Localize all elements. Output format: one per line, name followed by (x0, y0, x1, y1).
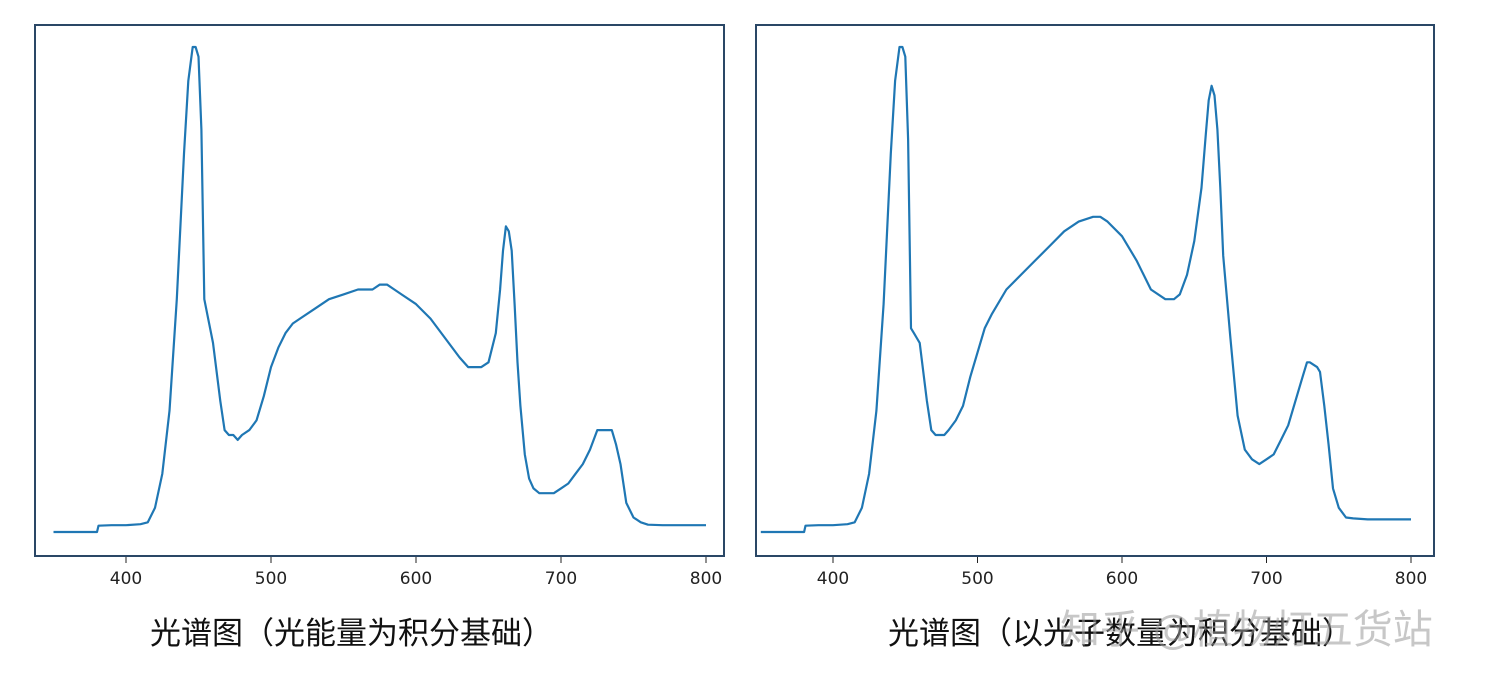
x-tick-label: 800 (690, 569, 722, 589)
spectrum-line (760, 45, 1411, 534)
x-tick-label: 500 (255, 569, 287, 589)
watermark: 知乎 @植物灯五货站 (1060, 607, 1433, 653)
x-tick-label: 800 (1395, 569, 1427, 589)
chart-frame-right (755, 24, 1435, 557)
x-axis: 400 500 600 700 800 (110, 557, 722, 589)
x-tick-label: 400 (817, 569, 849, 589)
chart-caption-energy: 光谱图（光能量为积分基础） (150, 616, 553, 652)
x-tick-label: 400 (110, 569, 142, 589)
x-tick-label: 500 (961, 569, 993, 589)
x-tick-label: 600 (1106, 569, 1138, 589)
chart-frame-left (34, 24, 725, 557)
chart-caption-photon: 光谱图（以光子数量为积分基础） (888, 616, 1353, 652)
x-axis: 400 500 600 700 800 (817, 557, 1427, 589)
x-tick-label: 600 (400, 569, 432, 589)
chart-photon: 400 500 600 700 800 (760, 45, 1427, 589)
x-tick-label: 700 (1250, 569, 1282, 589)
chart-energy: 400 500 600 700 800 (53, 45, 722, 589)
x-tick-label: 700 (545, 569, 577, 589)
spectrum-line (53, 45, 706, 534)
